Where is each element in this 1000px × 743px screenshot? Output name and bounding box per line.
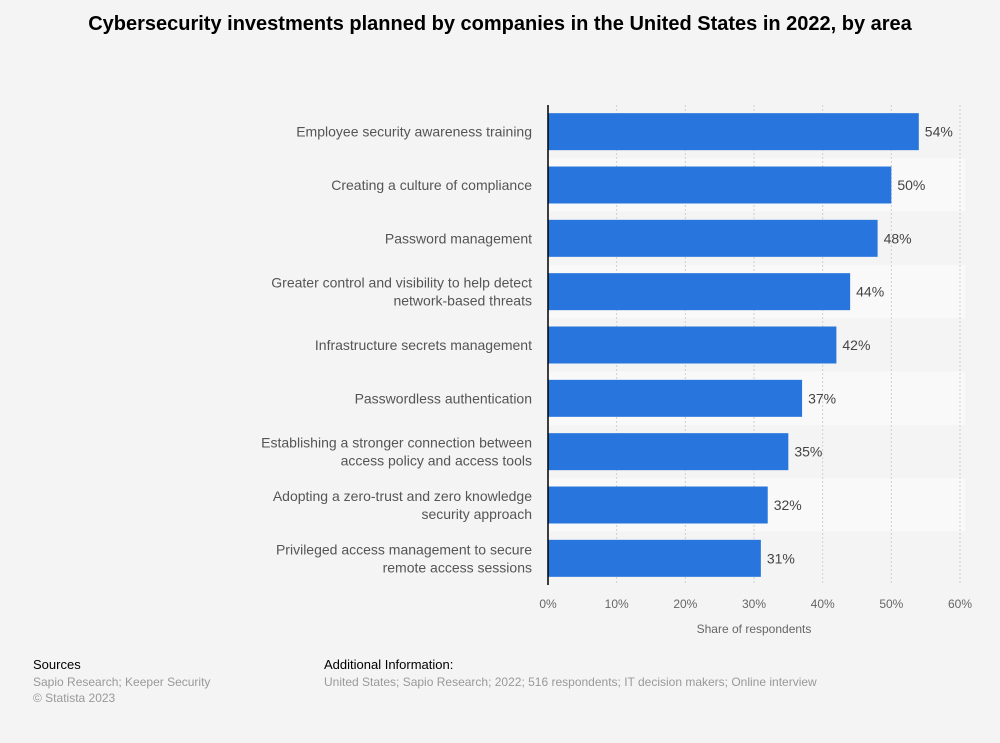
- data-label: 48%: [884, 230, 912, 246]
- additional-info-heading: Additional Information:: [324, 657, 454, 672]
- category-label: remote access sessions: [383, 559, 532, 575]
- x-tick-label: 40%: [811, 597, 835, 611]
- sources-text[interactable]: Sapio Research; Keeper Security: [33, 675, 211, 689]
- bar: [548, 379, 803, 417]
- category-label: Infrastructure secrets management: [315, 337, 532, 353]
- category-label: Passwordless authentication: [355, 390, 532, 406]
- category-label: Employee security awareness training: [296, 124, 532, 140]
- bar: [548, 486, 768, 524]
- bar: [548, 326, 837, 364]
- category-label: Greater control and visibility to help d…: [271, 275, 532, 291]
- bar: [548, 113, 919, 151]
- category-label: Establishing a stronger connection betwe…: [261, 435, 532, 451]
- category-label: access policy and access tools: [341, 453, 532, 469]
- category-label: Adopting a zero-trust and zero knowledge: [273, 488, 532, 504]
- x-tick-label: 60%: [948, 597, 972, 611]
- copyright: © Statista 2023: [33, 691, 116, 705]
- bar: [548, 219, 878, 257]
- data-label: 32%: [774, 497, 802, 513]
- chart-title: Cybersecurity investments planned by com…: [88, 13, 912, 35]
- x-axis-title: Share of respondents: [697, 622, 812, 636]
- x-tick-label: 50%: [879, 597, 903, 611]
- category-label: Privileged access management to secure: [276, 541, 532, 557]
- data-label: 44%: [856, 284, 884, 300]
- bar: [548, 433, 789, 471]
- category-label: Creating a culture of compliance: [331, 177, 532, 193]
- category-label: security approach: [421, 506, 532, 522]
- sources-heading: Sources: [33, 657, 81, 672]
- data-label: 54%: [925, 124, 953, 140]
- bar: [548, 273, 851, 311]
- category-label: Password management: [385, 230, 532, 246]
- data-label: 42%: [842, 337, 870, 353]
- x-tick-label: 20%: [673, 597, 697, 611]
- additional-info-text: United States; Sapio Research; 2022; 516…: [324, 675, 817, 689]
- data-label: 50%: [897, 177, 925, 193]
- bar: [548, 166, 892, 204]
- category-label: network-based threats: [393, 293, 532, 309]
- data-label: 37%: [808, 390, 836, 406]
- x-tick-label: 0%: [539, 597, 557, 611]
- bar: [548, 539, 761, 577]
- data-label: 35%: [794, 444, 822, 460]
- x-tick-label: 10%: [605, 597, 629, 611]
- x-tick-label: 30%: [742, 597, 766, 611]
- data-label: 31%: [767, 550, 795, 566]
